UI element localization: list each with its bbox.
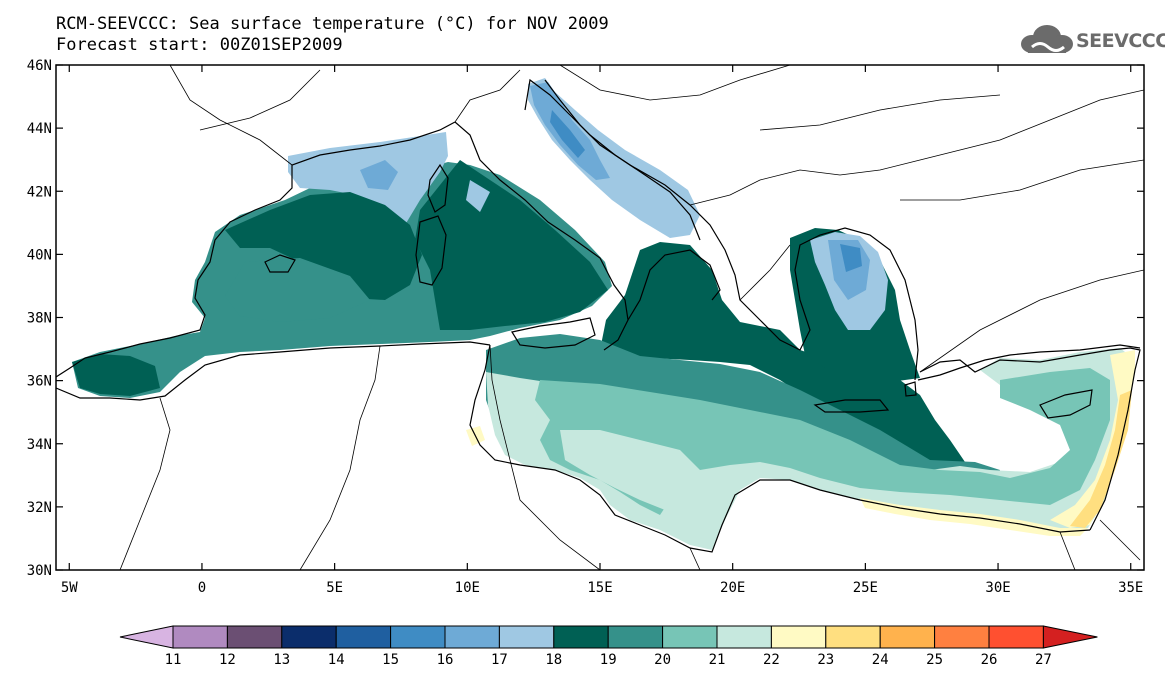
- coastlines: [56, 78, 1141, 553]
- colorbar-box: [281, 625, 337, 649]
- lat-tick-label: 42N: [27, 184, 52, 200]
- colorbar-box: [879, 625, 936, 649]
- sst-patch-sidra: [560, 430, 700, 510]
- colorbar-box: [498, 625, 555, 649]
- borders: [119, 65, 1144, 570]
- sst-patch-ligurian: [360, 160, 398, 190]
- island-corsica: [427, 163, 449, 213]
- axis-ticks: 5W 0 5E 10E 15E 20E 25E 30E 35E 30N 32N 34N 36N 38N 40…: [27, 58, 1144, 596]
- colorbar-label: 16: [437, 652, 454, 668]
- colorbar-label: 13: [273, 652, 290, 668]
- coast-balkans: [544, 79, 919, 381]
- lon-tick-label: 30E: [985, 580, 1010, 596]
- lon-tick-label: 20E: [720, 580, 745, 596]
- coast-turkey: [917, 344, 1141, 381]
- logo-text: SEEVCCC: [1076, 30, 1165, 52]
- colorbar-box: [335, 625, 392, 649]
- colorbar-box: [444, 625, 500, 649]
- lat-tick-label: 30N: [27, 563, 52, 579]
- sst-patch-levantine-orange: [1070, 390, 1132, 528]
- colorbar-label: 22: [763, 652, 780, 668]
- lon-tick-label: 5W: [61, 580, 78, 596]
- lon-tick-label: 15E: [587, 580, 612, 596]
- colorbar-box: [662, 625, 718, 649]
- sst-region-west-deep: [225, 192, 422, 300]
- island-crete: [813, 399, 890, 413]
- lon-tick-label: 10E: [455, 580, 480, 596]
- colorbar-box: [988, 625, 1044, 649]
- colorbar-box: [553, 625, 609, 649]
- lon-tick-label: 35E: [1118, 580, 1143, 596]
- sst-patch-balearic: [225, 258, 370, 322]
- colorbar-box: [226, 625, 283, 649]
- sst-patch-aegean-core: [840, 244, 862, 272]
- sst-region-alboran-deep: [72, 354, 160, 396]
- map-subtitle: Forecast start: 00Z01SEP2009: [56, 35, 343, 55]
- colorbar-label: 11: [165, 652, 182, 668]
- colorbar-arrow-low: [119, 625, 174, 649]
- island-sicily: [511, 317, 596, 349]
- lat-tick-label: 40N: [27, 247, 52, 263]
- lon-tick-label: 25E: [853, 580, 878, 596]
- colorbar-label: 14: [328, 652, 345, 668]
- lat-tick-label: 38N: [27, 311, 52, 327]
- coast-africa-west: [56, 341, 491, 401]
- sst-region-adriatic: [528, 78, 700, 238]
- colorbar-label: 20: [654, 652, 671, 668]
- colorbar-label: 19: [600, 652, 617, 668]
- colorbar-label: 24: [872, 652, 889, 668]
- colorbar-box: [825, 625, 881, 649]
- colorbar-box: [607, 625, 664, 649]
- colorbar-label: 25: [926, 652, 943, 668]
- lat-tick-label: 32N: [27, 500, 52, 516]
- sst-patch-tyrrhenian-north: [466, 180, 490, 212]
- cloud-icon: [1021, 25, 1073, 53]
- colorbar-label: 27: [1035, 652, 1052, 668]
- colorbar-label: 26: [981, 652, 998, 668]
- colorbar-box: [934, 625, 990, 649]
- lat-tick-label: 36N: [27, 374, 52, 390]
- island-mallorca: [264, 254, 296, 273]
- colorbar-arrow-high: [1042, 625, 1098, 649]
- sst-field: [72, 78, 1135, 550]
- sst-region-tyrrhenian: [415, 160, 608, 330]
- colorbar-label: 21: [709, 652, 726, 668]
- colorbar-label: 15: [382, 652, 399, 668]
- island-sardinia: [415, 215, 447, 286]
- island-rhodes: [904, 381, 917, 397]
- lon-tick-label: 0: [198, 580, 206, 596]
- colorbar-label: 12: [219, 652, 236, 668]
- colorbar-box: [716, 625, 772, 649]
- map-title: RCM-SEEVCCC: Sea surface temperature (°C…: [56, 14, 609, 34]
- colorbar-label: 17: [491, 652, 508, 668]
- colorbar-label: 23: [817, 652, 834, 668]
- lat-tick-label: 46N: [27, 58, 52, 74]
- seevccc-logo: SEEVCCC: [1018, 22, 1165, 58]
- island-cyprus: [1039, 389, 1093, 419]
- lat-tick-label: 44N: [27, 121, 52, 137]
- sst-region-ionian: [600, 242, 965, 470]
- colorbar: 11 12 13 14 15 16 17 18 19 20 21 22 23 24 25 26 27: [119, 625, 1098, 668]
- coast-levant: [919, 347, 1141, 531]
- coast-iberia: [56, 121, 456, 378]
- lon-tick-label: 5E: [326, 580, 343, 596]
- sst-patch-adriatic-center: [550, 110, 585, 158]
- colorbar-label: 18: [545, 652, 562, 668]
- colorbar-box: [172, 625, 228, 649]
- colorbar-box: [770, 625, 827, 649]
- coast-italy: [454, 78, 721, 351]
- lat-tick-label: 34N: [27, 437, 52, 453]
- colorbar-box: [390, 625, 446, 649]
